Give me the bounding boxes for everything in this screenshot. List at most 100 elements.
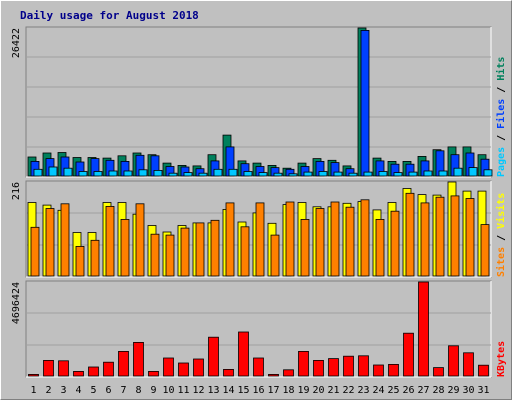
bars-visits-sites xyxy=(27,181,490,277)
bar-sites-day-20 xyxy=(315,208,325,277)
bar-pages-day-10 xyxy=(168,172,178,177)
bar-kbytes-day-23 xyxy=(358,355,369,377)
bar-pages-day-16 xyxy=(258,172,268,177)
panel-hits-files-pages: 26422 Pages / Files / Hits xyxy=(11,26,507,178)
bar-sites-day-17 xyxy=(270,234,280,277)
y-max-label: 4696424 xyxy=(11,282,22,324)
bar-sites-day-8 xyxy=(135,203,145,277)
bar-sites-day-2 xyxy=(45,208,55,277)
bar-kbytes-day-15 xyxy=(238,331,249,377)
bar-pages-day-20 xyxy=(318,171,328,177)
bar-pages-day-21 xyxy=(333,171,343,177)
bar-kbytes-day-20 xyxy=(313,359,324,377)
day-label-11: 11 xyxy=(177,385,189,396)
bar-sites-day-23 xyxy=(360,199,370,277)
day-label-25: 25 xyxy=(387,385,399,396)
bar-pages-day-12 xyxy=(198,172,208,177)
bar-kbytes-day-7 xyxy=(118,350,129,377)
bar-sites-day-4 xyxy=(75,245,85,277)
bar-kbytes-day-5 xyxy=(88,366,99,377)
day-label-20: 20 xyxy=(312,385,324,396)
bar-kbytes-day-3 xyxy=(58,360,69,377)
bar-sites-day-16 xyxy=(255,202,265,277)
day-label-24: 24 xyxy=(372,385,384,396)
bar-sites-day-12 xyxy=(195,222,205,277)
legend-separator: / xyxy=(496,129,507,147)
bar-kbytes-day-2 xyxy=(43,359,54,377)
bar-sites-day-6 xyxy=(105,205,115,277)
bar-pages-day-5 xyxy=(93,171,103,177)
bar-sites-day-28 xyxy=(435,196,445,277)
day-label-17: 17 xyxy=(267,385,279,396)
legend-hits: Hits xyxy=(495,57,507,81)
day-label-5: 5 xyxy=(90,385,96,396)
day-label-16: 16 xyxy=(252,385,264,396)
bar-kbytes-day-13 xyxy=(208,336,219,377)
bars-kbytes xyxy=(28,281,489,377)
day-label-28: 28 xyxy=(432,385,444,396)
bar-pages-day-25 xyxy=(393,172,403,177)
bar-pages-day-28 xyxy=(438,170,448,177)
legend-kbytes: KBytes xyxy=(496,341,507,377)
legend-visits-sites: Sites / Visits xyxy=(495,193,507,277)
day-label-9: 9 xyxy=(150,385,156,396)
bar-kbytes-day-16 xyxy=(253,357,264,377)
day-label-13: 13 xyxy=(207,385,219,396)
legend-pages: Pages xyxy=(496,147,507,177)
bar-sites-day-11 xyxy=(180,227,190,277)
bar-pages-day-17 xyxy=(273,172,283,177)
day-label-6: 6 xyxy=(105,385,111,396)
legend-separator: / xyxy=(496,229,507,247)
bar-kbytes-day-4 xyxy=(73,370,84,377)
panel-kbytes: 4696424 KBytes xyxy=(11,280,507,378)
bar-kbytes-day-11 xyxy=(178,362,189,377)
bar-kbytes-day-9 xyxy=(148,370,159,377)
bars-hits-files-pages xyxy=(27,27,493,177)
day-label-14: 14 xyxy=(222,385,234,396)
day-label-15: 15 xyxy=(237,385,249,396)
bar-sites-day-10 xyxy=(165,234,175,277)
bar-sites-day-26 xyxy=(405,192,415,277)
day-label-12: 12 xyxy=(192,385,204,396)
bar-sites-day-25 xyxy=(390,210,400,277)
bar-sites-day-1 xyxy=(30,226,40,277)
bar-kbytes-day-19 xyxy=(298,350,309,377)
bar-kbytes-day-1 xyxy=(28,373,39,377)
bar-pages-day-27 xyxy=(423,170,433,177)
bar-sites-day-21 xyxy=(330,201,340,277)
day-label-29: 29 xyxy=(447,385,459,396)
bar-pages-day-7 xyxy=(123,170,133,177)
bar-sites-day-13 xyxy=(210,219,220,277)
bar-sites-day-19 xyxy=(300,218,310,277)
legend-visits: Visits xyxy=(495,193,507,229)
day-label-21: 21 xyxy=(327,385,339,396)
bar-kbytes-day-26 xyxy=(403,332,414,377)
bar-files-day-23 xyxy=(360,29,370,177)
bar-pages-day-2 xyxy=(48,166,58,177)
bar-pages-day-24 xyxy=(378,171,388,177)
day-label-19: 19 xyxy=(297,385,309,396)
day-label-23: 23 xyxy=(357,385,369,396)
legend-sites: Sites xyxy=(495,247,507,277)
bar-pages-day-8 xyxy=(138,169,148,177)
bar-sites-day-14 xyxy=(225,202,235,277)
day-label-7: 7 xyxy=(120,385,126,396)
y-max-label: 26422 xyxy=(11,28,22,58)
bar-kbytes-day-10 xyxy=(163,357,174,377)
legend-separator: / xyxy=(496,81,507,99)
day-label-31: 31 xyxy=(477,385,489,396)
day-label-30: 30 xyxy=(462,385,474,396)
bar-kbytes-day-27 xyxy=(418,281,429,377)
bar-sites-day-15 xyxy=(240,226,250,277)
bar-sites-day-30 xyxy=(465,198,475,277)
bar-kbytes-day-29 xyxy=(448,345,459,377)
chart-title: Daily usage for August 2018 xyxy=(20,9,199,22)
bar-sites-day-3 xyxy=(60,203,70,277)
bar-pages-day-19 xyxy=(303,171,313,177)
bar-pages-day-15 xyxy=(243,171,253,177)
bar-kbytes-day-22 xyxy=(343,355,354,377)
y-max-label: 216 xyxy=(11,182,22,200)
bar-kbytes-day-24 xyxy=(373,364,384,377)
bar-pages-day-30 xyxy=(468,167,478,177)
